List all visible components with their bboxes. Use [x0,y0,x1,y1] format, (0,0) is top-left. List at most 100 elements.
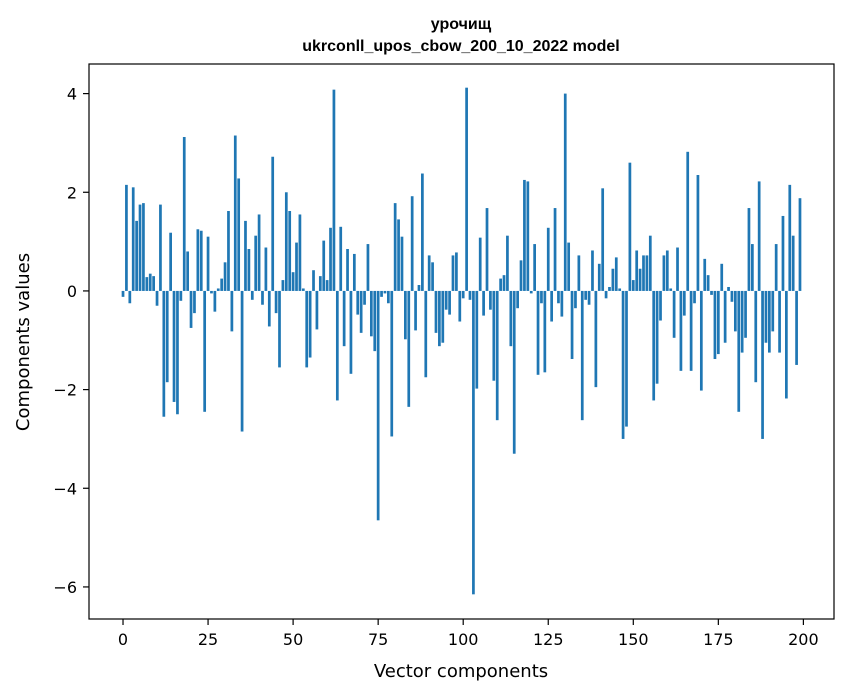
bar-42 [264,247,268,291]
bar-185 [751,244,754,291]
bar-1 [125,184,128,291]
bar-110 [495,290,499,421]
bar-106 [482,290,485,316]
bar-73 [369,290,373,337]
bar-172 [706,275,710,291]
bar-195 [785,290,788,399]
bar-189 [764,290,768,343]
bar-23 [199,230,203,291]
bar-179 [730,290,734,302]
bar-20 [189,290,193,328]
bar-163 [676,247,679,291]
bar-5 [138,204,142,291]
bar-63 [335,290,339,401]
bar-90 [427,255,431,291]
bar-121 [533,244,536,291]
bar-100 [461,290,465,299]
bar-132 [570,290,574,360]
chart-title-line2: ukrconll_upos_cbow_200_10_2022 model [302,38,619,55]
bar-3 [131,187,135,291]
bar-54 [305,290,309,368]
bar-28 [216,288,220,291]
bar-87 [417,285,421,291]
bar-74 [373,290,377,352]
bar-44 [271,156,275,291]
bar-168 [693,290,696,304]
bar-122 [536,290,540,375]
bar-89 [424,290,428,378]
bar-153 [642,255,645,291]
x-axis-ticks: 0 25 50 75 100 125 150 175 200 [118,619,819,649]
bar-197 [791,235,795,291]
bar-34 [237,178,241,291]
bar-46 [278,290,281,368]
bar-171 [703,258,707,291]
bar-18 [182,137,186,291]
bar-165 [682,290,686,316]
bar-174 [713,290,717,360]
bar-99 [458,290,462,322]
bar-176 [720,263,724,291]
bar-149 [628,162,632,291]
bar-134 [577,255,581,291]
bar-113 [506,235,509,291]
bar-55 [308,290,312,358]
bar-0 [121,290,125,297]
bar-145 [614,257,618,291]
y-tick-label: −6 [53,578,77,597]
bar-14 [169,232,172,291]
bar-32 [230,290,234,332]
bar-88 [421,173,424,291]
bar-38 [250,290,254,300]
bar-183 [744,290,747,338]
bar-199 [798,198,802,291]
x-tick-label: 100 [448,630,479,649]
bar-58 [318,276,322,291]
bar-30 [223,262,227,291]
bar-119 [526,181,530,291]
bar-155 [648,235,652,291]
bar-6 [142,203,145,291]
bar-69 [356,290,360,315]
bar-128 [557,290,560,304]
bar-70 [359,290,363,333]
y-axis-label: Components values [13,253,34,431]
bar-62 [332,89,336,291]
bar-191 [771,290,775,332]
bar-196 [788,184,792,291]
bar-98 [455,252,458,291]
bar-123 [540,290,543,304]
bar-17 [179,290,183,301]
bar-12 [162,290,166,417]
bar-116 [516,290,519,309]
bar-102 [468,290,472,300]
bar-143 [608,286,611,291]
bar-186 [754,290,758,383]
bar-109 [492,290,496,381]
y-tick-label: 4 [67,85,77,104]
bar-67 [349,290,353,374]
bar-27 [213,290,217,312]
x-axis-label: Vector components [374,661,548,682]
bar-198 [795,290,798,365]
bar-11 [159,204,162,291]
bar-150 [631,280,635,291]
bar-177 [723,290,727,343]
bar-61 [329,227,332,291]
x-tick-label: 150 [618,630,649,649]
bar-157 [655,290,659,384]
chart-title-line1: урочищ [431,16,492,33]
bar-131 [567,242,571,291]
bar-76 [380,290,383,297]
bar-146 [618,288,622,291]
bar-29 [220,278,224,291]
bar-60 [325,280,329,291]
bar-35 [240,290,244,432]
bar-40 [257,214,261,291]
bar-49 [288,211,292,291]
y-axis-ticks: −6 −4 −2 0 2 4 [53,85,89,597]
bar-194 [781,215,785,291]
x-tick-label: 200 [788,630,819,649]
bar-15 [172,290,176,402]
bar-13 [165,290,169,383]
